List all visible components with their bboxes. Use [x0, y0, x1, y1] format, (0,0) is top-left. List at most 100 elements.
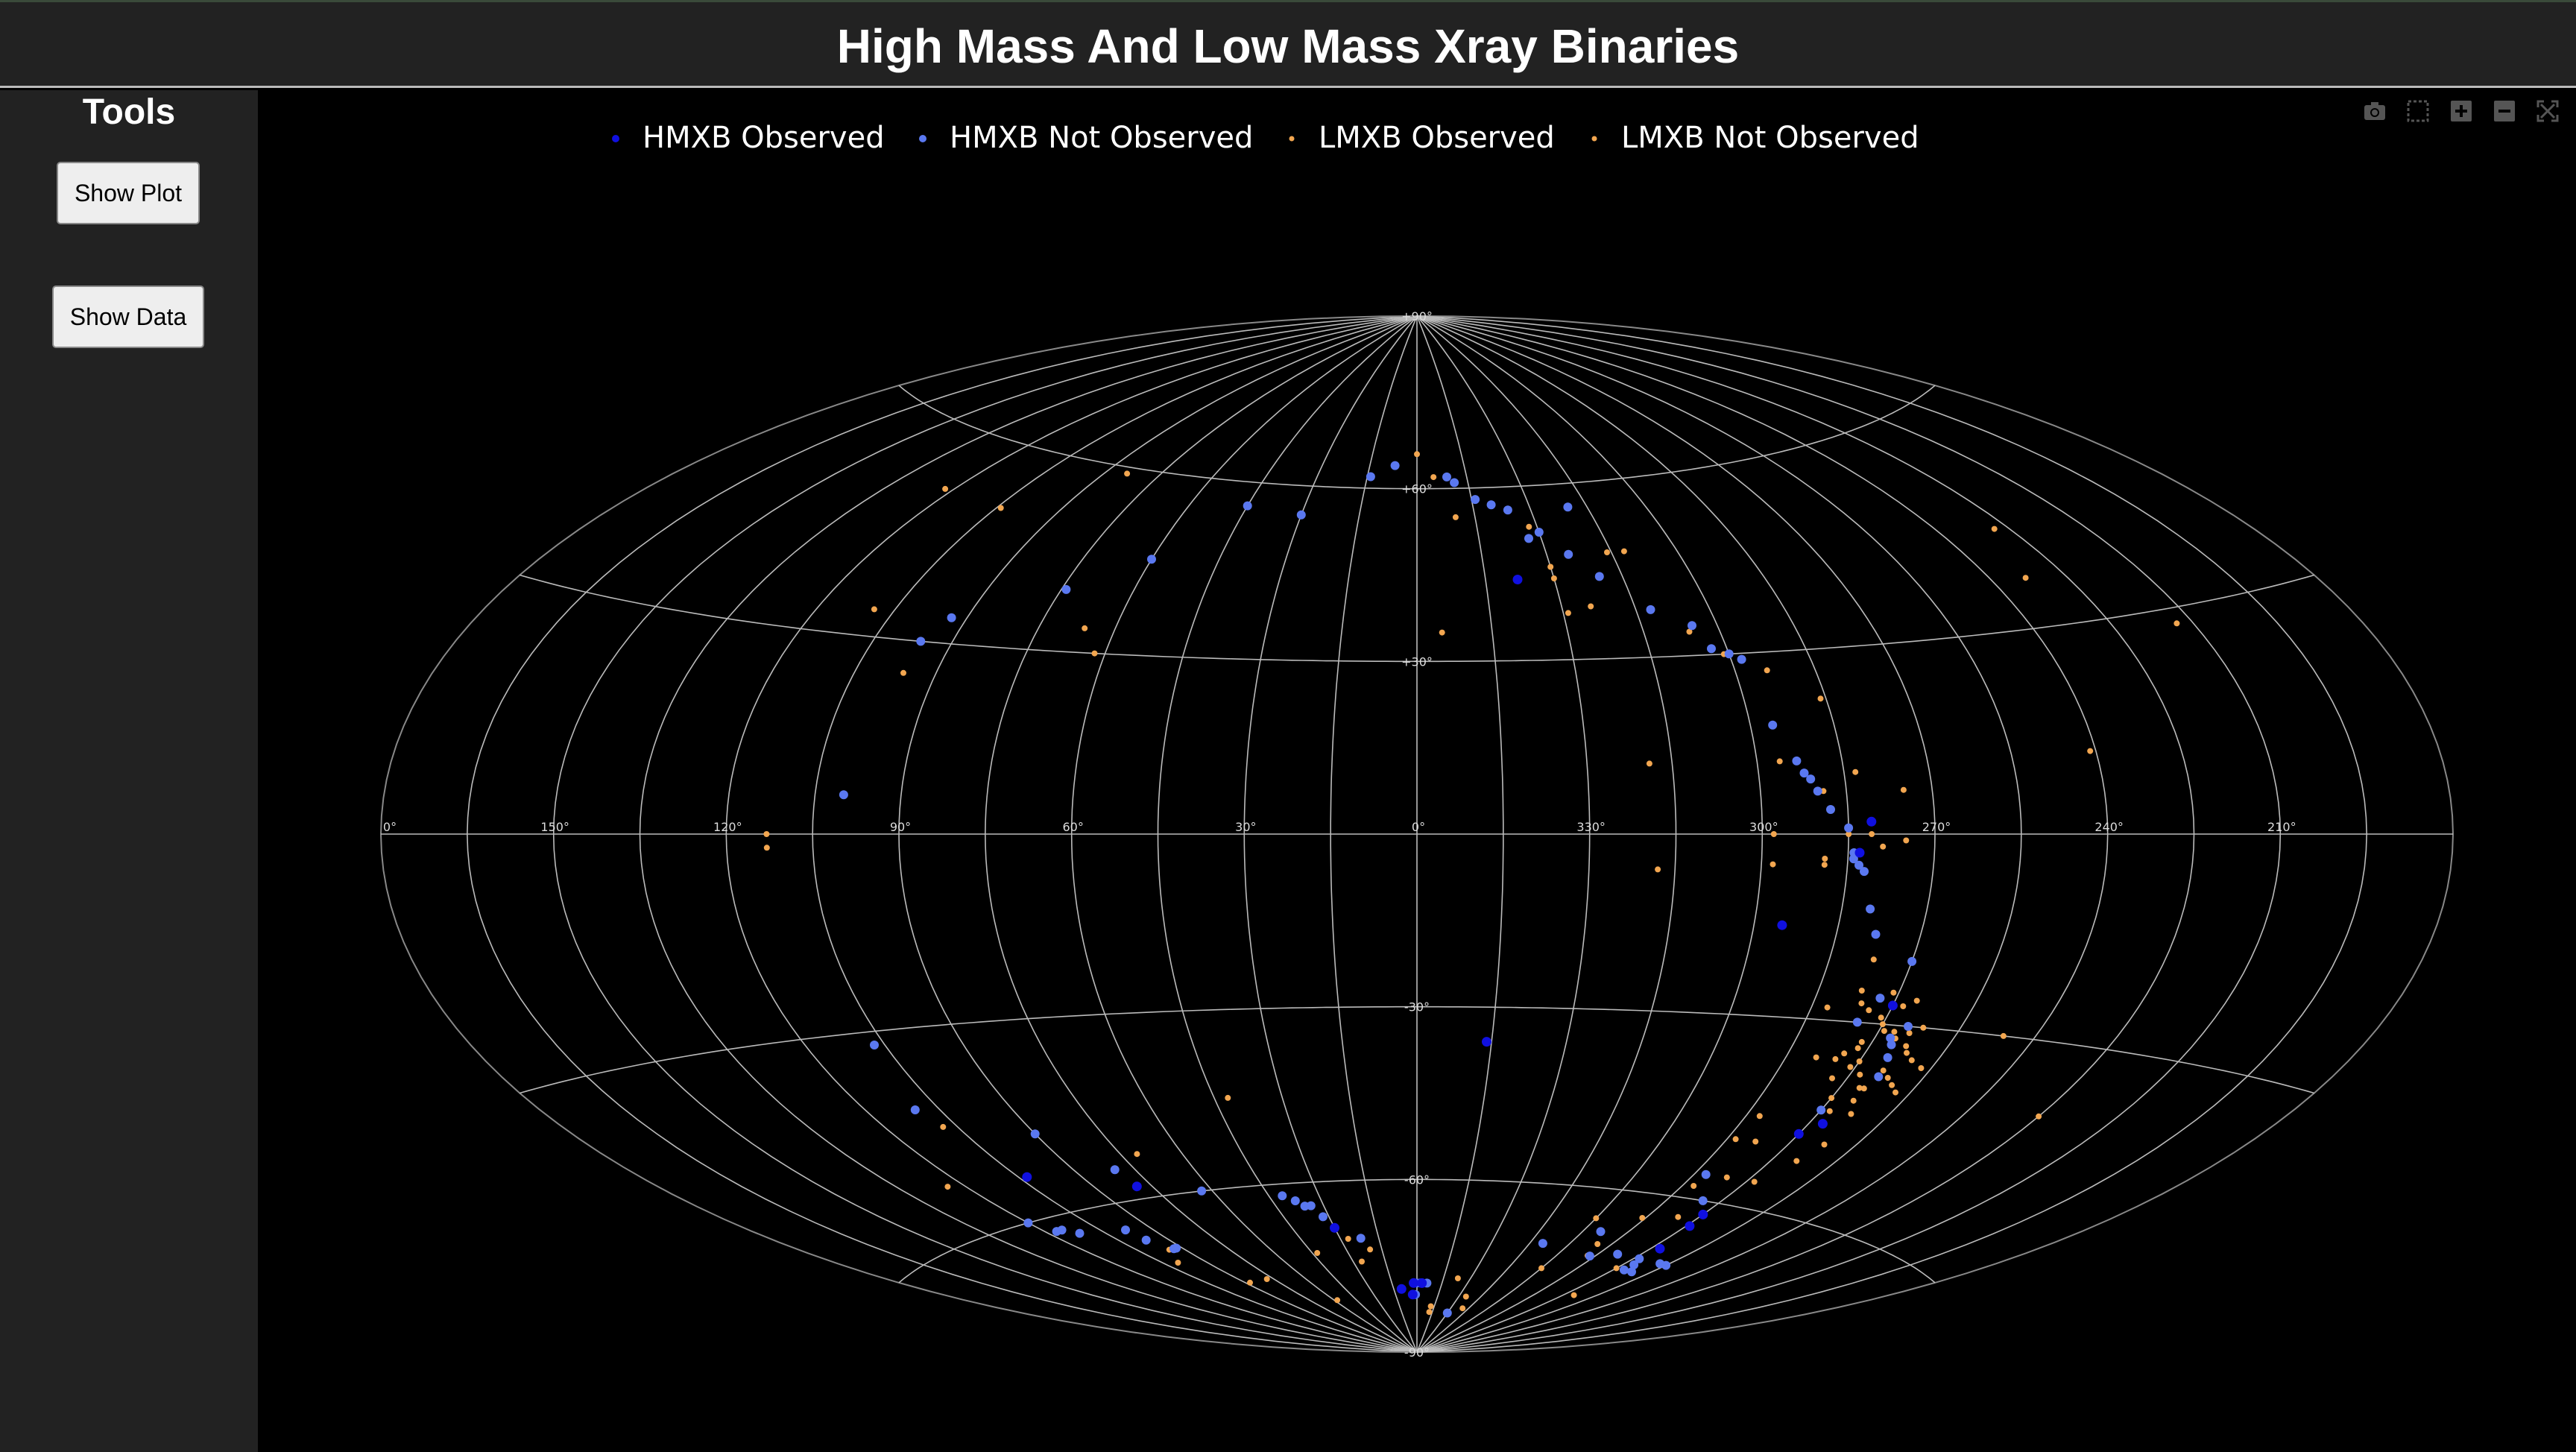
hmxb-not-observed-point: [1538, 1239, 1547, 1249]
hmxb-not-observed-point: [1356, 1234, 1366, 1243]
hmxb-not-observed-point: [1627, 1267, 1636, 1277]
lmxb-observed-point: [1620, 548, 1627, 555]
lmxb-not-observed-point: [1723, 1174, 1730, 1181]
lmxb-not-observed-point: [1821, 862, 1828, 868]
lmxb-observed-point: [1904, 1049, 1910, 1056]
legend-label: LMXB Observed: [1319, 121, 1555, 155]
hmxb-observed-point: [1793, 1129, 1804, 1139]
sky-map-chart[interactable]: 0° 150° 120° 90° 60° 30° 0° 330° 300° 270° 240° 210…: [258, 90, 2576, 1452]
lmxb-not-observed-point: [1593, 1215, 1600, 1222]
lmxb-observed-point: [1082, 625, 1088, 631]
hmxb-not-observed-point: [1486, 500, 1496, 510]
zoom-in-icon[interactable]: [2446, 96, 2476, 126]
hmxb-not-observed-point: [1278, 1191, 1287, 1201]
hmxb-not-observed-point: [1110, 1165, 1120, 1175]
legend-item-lmxb-not-observed[interactable]: LMXB Not Observed: [1591, 121, 1919, 155]
hmxb-not-observed-point: [1585, 1251, 1594, 1261]
show-plot-button[interactable]: Show Plot: [57, 162, 200, 224]
zoom-out-icon[interactable]: [2490, 96, 2519, 126]
lmxb-observed-point: [1856, 1058, 1863, 1064]
sidebar-title: Tools: [82, 92, 176, 132]
lmxb-observed-point: [1913, 997, 1920, 1004]
hmxb-not-observed-point: [1887, 1040, 1896, 1049]
hmxb-not-observed-point: [1724, 649, 1734, 659]
hmxb-observed-point: [1777, 920, 1787, 930]
legend-item-hmxb-not-observed[interactable]: HMXB Not Observed: [919, 121, 1253, 155]
plot-area[interactable]: 0° 150° 120° 90° 60° 30° 0° 330° 300° 270° 240° 210…: [258, 90, 2576, 1452]
hmxb-not-observed-point: [1141, 1235, 1151, 1245]
lmxb-observed-point: [2036, 1113, 2042, 1120]
hmxb-not-observed-point: [1854, 860, 1863, 870]
hmxb-not-observed-point: [870, 1041, 879, 1049]
lmxb-not-observed-point: [1459, 1305, 1466, 1312]
hmxb-observed-point: [1512, 575, 1523, 584]
hmxb-not-observed-point: [1866, 904, 1875, 914]
legend-item-lmxb-observed[interactable]: LMXB Observed: [1289, 121, 1555, 155]
hmxb-not-observed-point: [1816, 1105, 1826, 1115]
lon-tick-label: 30°: [1235, 820, 1256, 834]
lmxb-observed-point: [1903, 837, 1910, 844]
lon-tick-label: 0°: [1412, 820, 1425, 834]
lmxb-not-observed-point: [1732, 1136, 1739, 1143]
lmxb-observed-point: [1334, 1297, 1341, 1304]
lmxb-observed-point: [1686, 628, 1693, 635]
lat-tick-label: -90°: [1404, 1345, 1430, 1360]
lmxb-observed-point: [1752, 1138, 1759, 1145]
lmxb-observed-point: [2022, 575, 2029, 581]
lmxb-observed-point: [1594, 1241, 1601, 1247]
lon-tick-label: 330°: [1576, 820, 1606, 834]
hmxb-not-observed-point: [1635, 1254, 1644, 1263]
lmxb-observed-point: [1367, 1246, 1374, 1253]
lmxb-observed-point: [1345, 1236, 1351, 1242]
lmxb-observed-point: [1675, 1213, 1682, 1220]
lmxb-observed-point: [2087, 748, 2094, 754]
lmxb-observed-point: [942, 485, 949, 492]
lmxb-observed-point: [1889, 1082, 1895, 1088]
lmxb-observed-point: [1918, 1065, 1925, 1071]
lmxb-not-observed-point: [940, 1123, 947, 1130]
hmxb-observed-point: [1131, 1181, 1142, 1192]
lmxb-observed-point: [1793, 1158, 1800, 1164]
hmxb-not-observed-point: [1563, 502, 1573, 512]
lmxb-observed-point: [1880, 843, 1887, 850]
camera-icon[interactable]: [2360, 96, 2390, 126]
lmxb-observed-point: [1991, 525, 1998, 532]
hmxb-not-observed-point: [1524, 534, 1533, 543]
lmxb-not-observed-point: [1454, 1275, 1461, 1281]
lmxb-observed-point: [1225, 1094, 1231, 1101]
hmxb-observed-point: [1698, 1209, 1708, 1219]
lmxb-observed-point: [1920, 1024, 1927, 1031]
hmxb-not-observed-point: [1442, 472, 1451, 482]
lmxb-observed-point: [1852, 768, 1859, 775]
lmxb-observed-point: [1604, 549, 1610, 555]
lon-tick-label: 120°: [713, 820, 742, 834]
lmxb-observed-point: [1881, 1028, 1887, 1035]
hmxb-not-observed-point: [1875, 994, 1885, 1003]
lmxb-not-observed-point: [1462, 1293, 1469, 1300]
lmxb-observed-point: [1869, 831, 1875, 837]
hmxb-not-observed-point: [1296, 510, 1306, 520]
lmxb-observed-point: [1878, 1014, 1884, 1021]
hmxb-not-observed-point: [1907, 956, 1917, 966]
lmxb-observed-point: [1846, 831, 1852, 837]
legend[interactable]: HMXB Observed HMXB Not Observed LMXB Obser…: [612, 121, 1919, 155]
box-select-icon[interactable]: [2403, 96, 2433, 126]
lmxb-observed-point: [1850, 1097, 1857, 1104]
hmxb-not-observed-point: [1147, 555, 1156, 564]
hmxb-not-observed-point: [916, 637, 926, 646]
hmxb-observed-point: [1407, 1290, 1418, 1300]
show-data-button[interactable]: Show Data: [52, 285, 204, 348]
lmxb-observed-point: [1550, 575, 1557, 581]
hmxb-observed-point: [1685, 1221, 1695, 1231]
hmxb-not-observed-point: [1619, 1265, 1629, 1275]
hmxb-not-observed-point: [1860, 867, 1869, 877]
lon-tick-label: 240°: [2094, 820, 2124, 834]
lmxb-observed-point: [1430, 474, 1437, 481]
plot-modebar: [2360, 96, 2563, 126]
lmxb-observed-point: [1314, 1250, 1321, 1256]
autoscale-icon[interactable]: [2533, 96, 2563, 126]
legend-item-hmxb-observed[interactable]: HMXB Observed: [612, 121, 885, 155]
legend-marker: [1289, 136, 1295, 142]
lmxb-observed-point: [997, 505, 1004, 511]
hmxb-not-observed-point: [1366, 472, 1375, 482]
